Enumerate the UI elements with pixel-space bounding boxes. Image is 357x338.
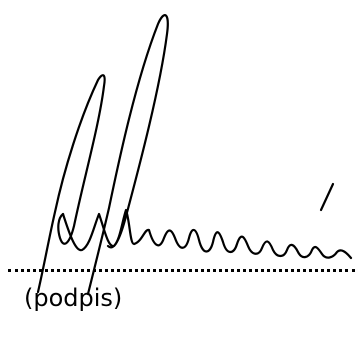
signature-stroke-waves xyxy=(61,208,353,260)
signature-stroke-left-loop xyxy=(36,74,106,294)
signature-caption: (podpis) xyxy=(24,284,123,312)
signature-stroke-right-loop xyxy=(86,14,169,296)
signature-stroke-accent xyxy=(319,182,335,212)
signature-line xyxy=(8,269,355,272)
